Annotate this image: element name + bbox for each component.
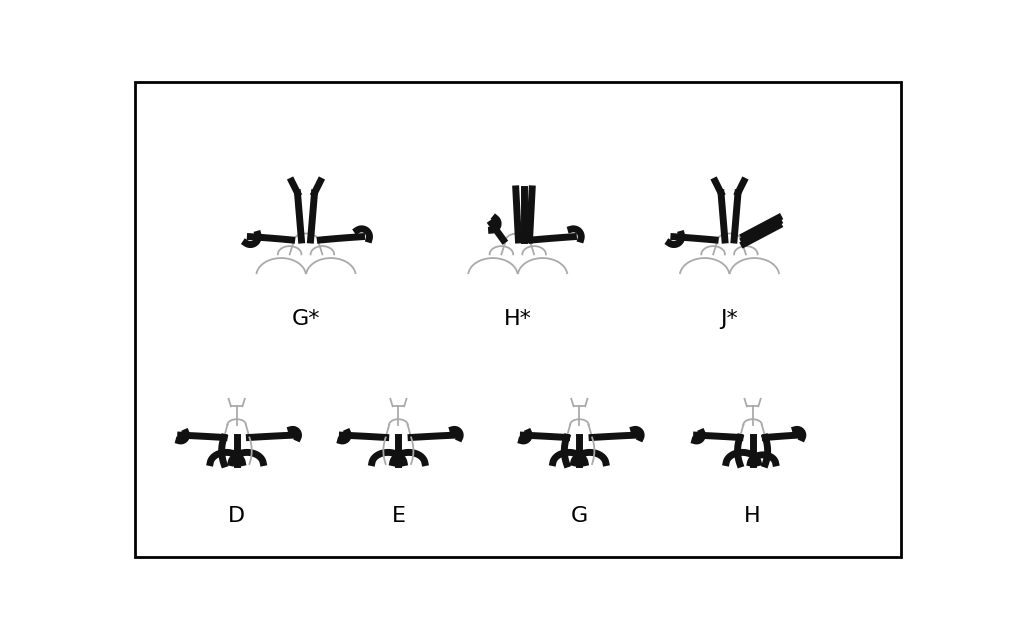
Text: J*: J* — [721, 308, 738, 329]
Text: H*: H* — [503, 308, 532, 329]
Text: G*: G* — [292, 308, 320, 329]
Text: D: D — [228, 506, 246, 525]
Text: E: E — [391, 506, 405, 525]
Text: G: G — [571, 506, 588, 525]
Text: H: H — [744, 506, 761, 525]
